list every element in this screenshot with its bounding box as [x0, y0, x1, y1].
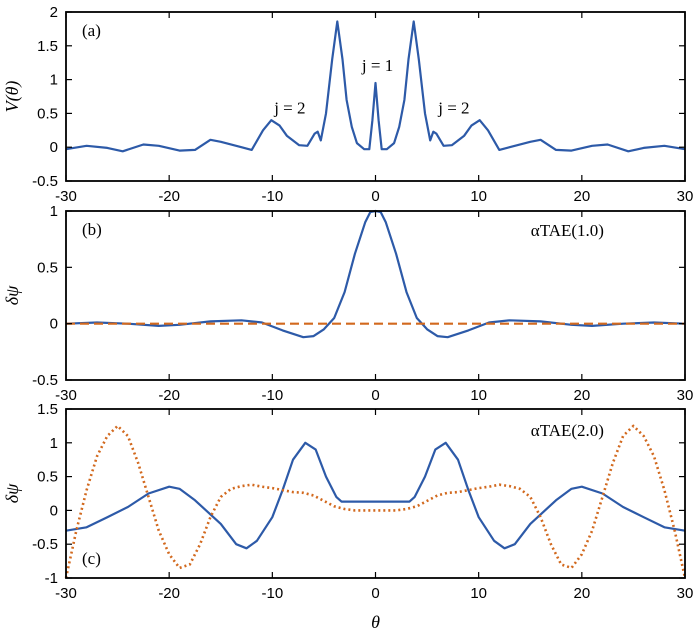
- panel-3-y-tick-label: -1: [45, 570, 58, 587]
- panel-1-y-axis-label: V(θ): [2, 81, 23, 113]
- panel-2-x-tick-label: 0: [371, 387, 379, 404]
- panel-3-y-tick-label: -0.5: [32, 536, 58, 553]
- panel-2-x-tick-label: -10: [261, 387, 283, 404]
- panel-3-label: (c): [82, 549, 101, 568]
- panel-1-annotation-2: j = 1: [361, 56, 393, 75]
- panel-3-y-axis-label: δψ: [2, 483, 22, 503]
- panel-3-x-tick-label: -10: [261, 585, 283, 602]
- panel-3-y-tick-label: 0: [50, 502, 58, 519]
- panel-2-label: (b): [82, 220, 102, 239]
- panel-1-y-tick-label: 1.5: [37, 38, 58, 55]
- panel-1-frame: [65, 11, 686, 182]
- panel-2-x-tick-label: 30: [677, 387, 694, 404]
- panel-3-y-tick-label: 0.5: [37, 469, 58, 486]
- panel-1-x-tick-label: 20: [573, 188, 590, 205]
- panel-1-annotation-1: j = 2: [273, 98, 305, 117]
- panel-3-x-tick-label: -20: [158, 585, 180, 602]
- panel-1-x-tick-label: -20: [158, 188, 180, 205]
- panel-3-x-tick-label: 10: [470, 585, 487, 602]
- panel-2-x-tick-label: 10: [470, 387, 487, 404]
- panel-3-x-tick-label: 30: [677, 585, 694, 602]
- panel-1-x-tick-label: 30: [677, 188, 694, 205]
- panel-1-y-tick-label: 0: [50, 139, 58, 156]
- panel-1-series-1-line: [65, 20, 686, 153]
- panel-2-y-tick-label: 0.5: [37, 259, 58, 276]
- panel-1-x-tick-label: 10: [470, 188, 487, 205]
- panel-1-y-tick-label: 2: [50, 4, 58, 21]
- panel-2-y-axis-label: δψ: [2, 285, 22, 305]
- panel-2-y-tick-label: -0.5: [32, 372, 58, 389]
- panel-1-x-tick-label: 0: [371, 188, 379, 205]
- panel-1-y-tick-label: -0.5: [32, 173, 58, 190]
- panel-3-x-tick-label: 20: [573, 585, 590, 602]
- panel-3-series-2-line: [64, 424, 687, 579]
- panel-2-x-tick-label: -20: [158, 387, 180, 404]
- panel-3-x-tick-label: 0: [371, 585, 379, 602]
- panel-3-x-tick-label: -30: [55, 585, 77, 602]
- panel-1-x-tick-label: -10: [261, 188, 283, 205]
- panel-3-y-tick-label: 1: [50, 435, 58, 452]
- panel-3-series-1-line: [65, 441, 686, 550]
- panel-2-x-tick-label: 20: [573, 387, 590, 404]
- panel-1-y-tick-label: 0.5: [37, 105, 58, 122]
- panel-3-annotation-1: αTAE(2.0): [531, 421, 604, 440]
- panel-3-y-tick-label: 1.5: [37, 401, 58, 418]
- panel-2-y-tick-label: 0: [50, 316, 58, 333]
- panel-2-x-tick-label: -30: [55, 387, 77, 404]
- panel-1-annotation-3: j = 2: [437, 98, 469, 117]
- panel-2-annotation-1: αTAE(1.0): [531, 221, 604, 240]
- x-axis-label: θ: [371, 612, 380, 632]
- panel-1-y-tick-label: 1: [50, 72, 58, 89]
- panel-1-x-tick-label: -30: [55, 188, 77, 205]
- panel-1-label: (a): [82, 21, 101, 40]
- panel-2-y-tick-label: 1: [50, 203, 58, 220]
